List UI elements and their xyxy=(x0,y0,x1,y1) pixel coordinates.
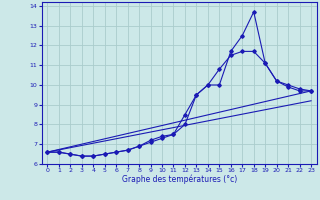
X-axis label: Graphe des températures (°c): Graphe des températures (°c) xyxy=(122,175,237,184)
